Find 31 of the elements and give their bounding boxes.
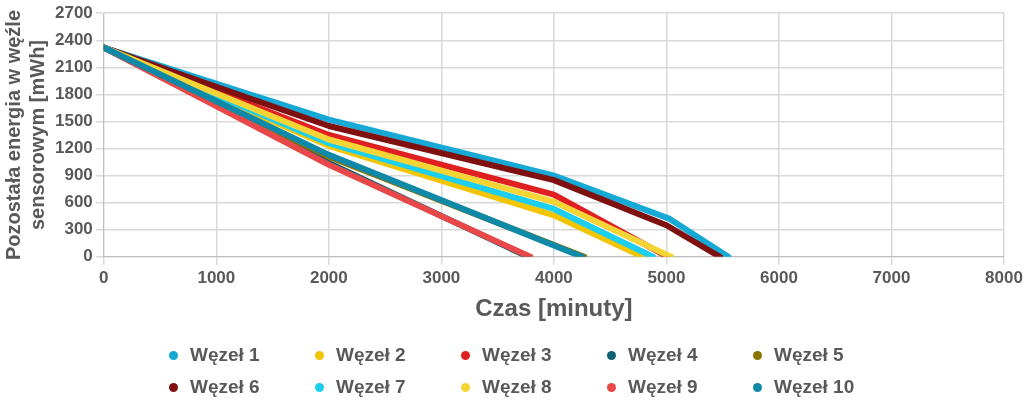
legend-label: Węzeł 7: [336, 376, 406, 398]
y-tick-label: 1200: [54, 138, 93, 158]
y-axis-title: Pozostała energia w węźle sensorowym [mWh]: [1, 9, 48, 261]
x-tick-label: 1000: [197, 267, 236, 287]
legend-label: Węzeł 1: [190, 344, 260, 366]
x-axis-title: Czas [minuty]: [475, 294, 633, 322]
legend-label: Węzeł 3: [482, 344, 552, 366]
y-tick-label: 1800: [54, 84, 93, 104]
y-tick-label: 1500: [54, 111, 93, 131]
x-tick-label: 0: [99, 267, 109, 287]
y-tick-label: 2100: [54, 57, 93, 77]
legend-label: Węzeł 4: [628, 344, 698, 366]
legend-label: Węzeł 8: [482, 376, 552, 398]
x-tick-label: 4000: [535, 267, 573, 287]
legend-label: Węzeł 2: [336, 344, 406, 366]
x-tick-label: 8000: [985, 267, 1023, 287]
x-tick-label: 6000: [760, 267, 798, 287]
y-tick-label: 2400: [54, 29, 93, 49]
x-tick-label: 5000: [647, 267, 686, 287]
legend-label: Węzeł 5: [774, 344, 844, 366]
y-tick-label: 0: [83, 246, 93, 266]
legend-label: Węzeł 6: [190, 376, 260, 398]
y-tick-label: 300: [64, 219, 93, 239]
y-tick-label: 600: [64, 192, 93, 212]
legend-label: Węzeł 10: [774, 376, 855, 398]
y-tick-label: 2700: [54, 2, 93, 22]
x-tick-label: 2000: [309, 267, 348, 287]
legend-label: Węzeł 9: [628, 376, 698, 398]
x-tick-label: 3000: [422, 267, 461, 287]
x-tick-label: 7000: [872, 267, 911, 287]
y-tick-label: 900: [64, 165, 93, 185]
